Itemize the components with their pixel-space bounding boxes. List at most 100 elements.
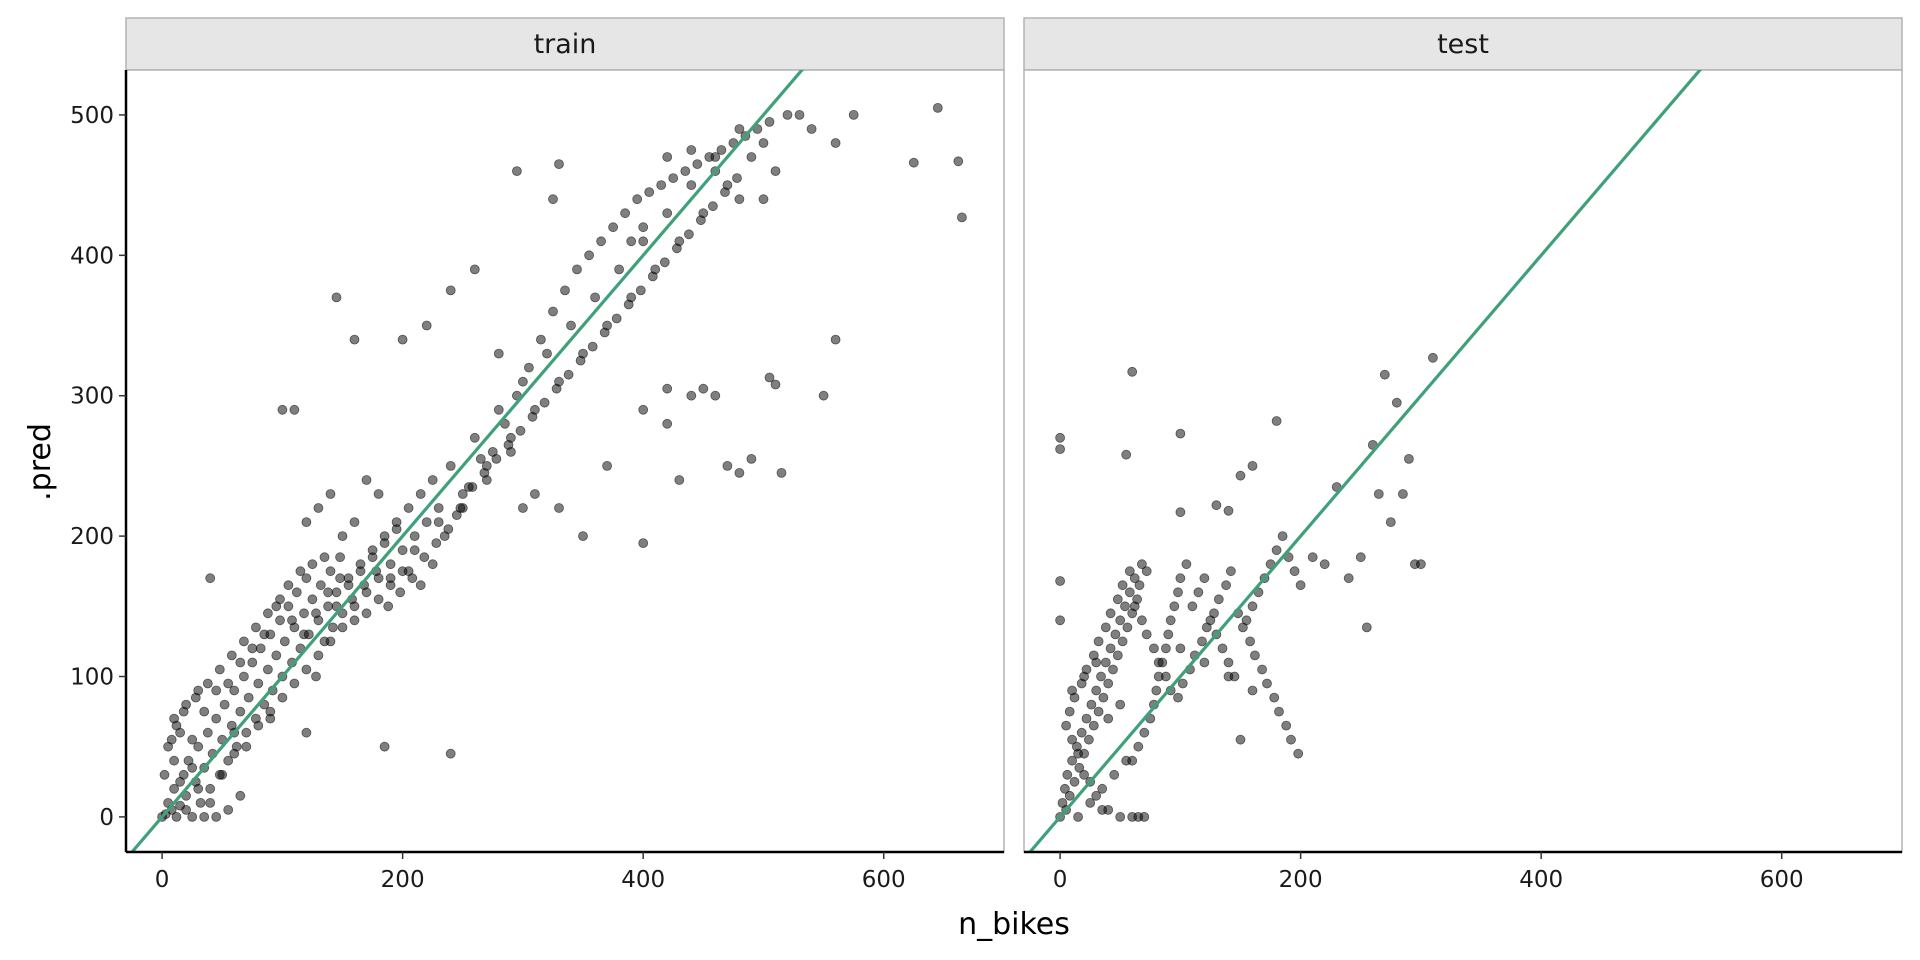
data-point: [1385, 517, 1396, 527]
data-point: [391, 524, 402, 534]
data-point: [1226, 566, 1236, 577]
data-point: [1199, 657, 1210, 668]
data-point: [178, 706, 189, 717]
data-point: [602, 460, 612, 471]
data-point: [250, 622, 261, 633]
plot-area: [1023, 69, 1903, 853]
data-point: [806, 124, 817, 134]
data-point: [1060, 783, 1070, 794]
data-point: [187, 734, 198, 745]
data-point: [331, 292, 342, 303]
data-point: [632, 194, 643, 205]
data-point: [1122, 622, 1133, 633]
reference-line: [129, 70, 805, 852]
data-point: [692, 159, 703, 170]
data-point: [415, 489, 426, 499]
data-point: [431, 538, 442, 548]
data-point: [1141, 629, 1152, 640]
data-point: [171, 812, 182, 822]
data-point: [1163, 629, 1174, 640]
data-point: [908, 157, 919, 168]
data-point: [195, 798, 206, 808]
data-point: [361, 608, 372, 619]
data-point: [319, 552, 330, 563]
data-point: [1295, 580, 1306, 591]
data-point: [1271, 416, 1282, 426]
data-point: [647, 271, 658, 282]
data-point: [1064, 706, 1075, 717]
data-point: [283, 580, 294, 591]
data-point: [1133, 741, 1144, 752]
data-point: [455, 503, 466, 513]
data-point: [1177, 678, 1188, 689]
data-point: [457, 489, 468, 499]
data-point: [1115, 812, 1126, 822]
data-point: [295, 566, 306, 577]
y-tick-label: 200: [70, 524, 114, 550]
data-point: [1238, 622, 1248, 633]
data-point: [635, 285, 646, 296]
data-point: [415, 580, 426, 591]
data-point: [323, 601, 334, 612]
data-point: [1115, 699, 1126, 710]
data-point: [620, 208, 630, 219]
data-point: [475, 453, 486, 464]
data-point: [1079, 769, 1089, 780]
data-point: [587, 341, 598, 352]
data-point: [1127, 755, 1138, 766]
data-point: [1121, 449, 1132, 460]
data-point: [1091, 685, 1102, 696]
data-point: [1404, 453, 1414, 464]
data-point: [259, 629, 270, 640]
data-point: [1250, 650, 1260, 661]
data-point: [575, 355, 586, 366]
data-point: [241, 741, 252, 752]
data-point: [758, 138, 769, 148]
data-point: [1073, 748, 1083, 759]
data-point: [672, 243, 682, 254]
data-point: [493, 348, 504, 359]
data-point: [301, 664, 312, 675]
data-point: [830, 138, 841, 148]
data-point: [1293, 748, 1304, 759]
data-point: [662, 418, 673, 429]
data-point: [554, 503, 564, 513]
data-point: [202, 727, 213, 738]
data-point: [1319, 559, 1330, 570]
data-point: [1055, 615, 1065, 626]
data-point: [1289, 566, 1300, 577]
data-point: [271, 650, 282, 661]
data-point: [419, 552, 430, 563]
panel-test: test 0 200 400 600: [1023, 17, 1903, 893]
data-point: [599, 327, 610, 338]
data-point: [205, 798, 216, 808]
data-point: [1105, 643, 1116, 654]
data-point: [299, 608, 309, 619]
data-point: [1061, 720, 1071, 731]
data-point: [1109, 769, 1120, 780]
data-point: [704, 152, 715, 162]
reference-line: [1027, 70, 1703, 852]
data-point: [932, 103, 943, 113]
panels-group: train 0 200 400 600 0 100 200 300 400 500 test 0 200 4…: [70, 17, 1903, 893]
data-point: [1062, 769, 1073, 780]
data-point: [1213, 594, 1224, 605]
data-point: [395, 587, 406, 598]
data-point: [734, 124, 745, 134]
data-point: [1281, 720, 1292, 731]
data-point: [638, 222, 649, 233]
data-point: [445, 460, 456, 471]
data-point: [662, 383, 673, 394]
data-point: [214, 664, 225, 675]
data-point: [279, 636, 290, 647]
data-point: [373, 489, 384, 499]
data-point: [1110, 629, 1121, 640]
data-point: [818, 390, 829, 401]
data-point: [397, 545, 408, 556]
data-point: [746, 152, 757, 162]
data-point: [229, 685, 240, 696]
data-point: [1193, 587, 1204, 598]
data-point: [325, 636, 336, 647]
data-point: [275, 615, 285, 626]
data-point: [255, 643, 266, 654]
